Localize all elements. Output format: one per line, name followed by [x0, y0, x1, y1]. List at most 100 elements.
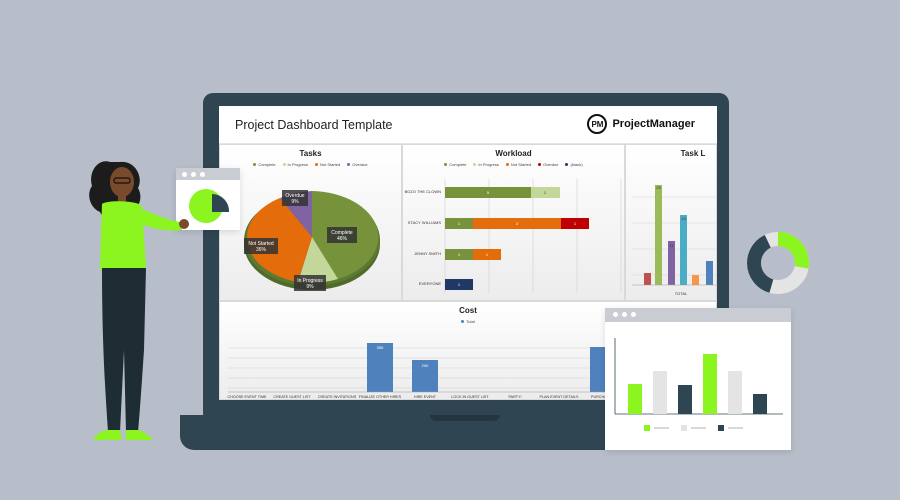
- legend-item: Complete: [253, 162, 276, 167]
- legend-item: In Progress: [282, 162, 308, 167]
- task-length-title: Task L: [680, 149, 706, 158]
- legend-item: Overdue: [347, 162, 368, 167]
- tl-bar-red: [644, 273, 651, 285]
- bar-value: 1: [486, 252, 489, 257]
- legend-dot: [538, 163, 542, 166]
- legend-dot: [505, 163, 509, 166]
- cost-category: PARTY!: [509, 395, 522, 399]
- cost-category: CHOOSE EVENT TIME: [228, 395, 268, 399]
- pie-label-complete-value: 46%: [337, 236, 348, 242]
- legend-label: (blank): [570, 162, 583, 167]
- legend-dot: [473, 163, 477, 166]
- legend-label: Complete: [258, 162, 276, 167]
- legend-dot: [315, 163, 318, 166]
- tasks-legend: Complete In Progress Not Started Overdue: [220, 162, 401, 167]
- pie-label-overdue: Overdue 9%: [282, 190, 308, 206]
- bar-value: 1: [458, 252, 461, 257]
- bar-value: 3: [516, 221, 519, 226]
- bar-stacy-overdue: [561, 218, 589, 229]
- bar-jenny-complete: [445, 249, 473, 260]
- cost-legend: Total: [220, 319, 716, 324]
- cost-category: LOCK IN GUEST LIST: [451, 395, 489, 399]
- workload-bar-chart: BOZO THE CLOWN STACY WILLIAMS JENNY SMIT…: [405, 179, 622, 293]
- pie-slice-not-started: [246, 198, 312, 282]
- workload-title: Workload: [495, 149, 532, 158]
- task-length-panel: Task L 25 13 11 TOTAL: [625, 144, 717, 301]
- cost-bar-value: 350: [377, 345, 384, 350]
- pie-label-not-started-value: 36%: [256, 247, 267, 253]
- card-title-bar: [176, 168, 240, 180]
- bar-stacy-not-started: [473, 218, 561, 229]
- person-illustration: [89, 161, 189, 440]
- bar-bozo-in-progress: [531, 187, 560, 198]
- pie-label-in-progress-name: In Progress: [297, 278, 323, 284]
- cost-bar-value: 200: [422, 363, 429, 368]
- floating-pie-card: [176, 168, 240, 230]
- legend-item: Not Started: [315, 162, 340, 167]
- brand-logo-icon: PM: [587, 114, 608, 134]
- tasks-panel: Tasks Complete In Progress Not Started O…: [219, 144, 402, 301]
- bar-value: 1: [574, 221, 577, 226]
- legend-dot: [253, 163, 257, 166]
- bar-stacy-complete: [445, 218, 473, 229]
- pie-label-complete: Complete 46%: [327, 227, 357, 243]
- legend-label: Complete: [449, 162, 467, 167]
- cost-category: CREATE INVITATIONS: [318, 395, 357, 399]
- tl-axis-label: TOTAL: [675, 291, 688, 296]
- workload-label-jenny: JENNY SMITH: [414, 251, 441, 256]
- legend-label: Not Started: [320, 162, 341, 167]
- cost-category: FINALIZE OTHER HIRES: [359, 395, 402, 399]
- legend-item: Not Started: [505, 162, 531, 167]
- legend-label: Overdue: [352, 162, 368, 167]
- bar-value: 1: [544, 190, 547, 195]
- workload-label-stacy: STACY WILLIAMS: [408, 220, 442, 225]
- legend-item: (blank): [565, 162, 583, 167]
- cost-category: PURCHASE S: [591, 395, 616, 399]
- brand-name: ProjectManager: [612, 118, 695, 130]
- legend-dot: [444, 163, 448, 166]
- floating-donut-chart-icon: [747, 232, 809, 294]
- pie-label-in-progress: In Progress 9%: [294, 275, 326, 291]
- brand[interactable]: PM ProjectManager: [587, 114, 695, 134]
- bar-everyone-blank: [445, 279, 473, 290]
- tl-bar-cyan: [680, 215, 687, 285]
- cost-title: Cost: [459, 306, 477, 315]
- pie-label-not-started: Not Started 36%: [244, 238, 278, 254]
- laptop-notch: [430, 415, 500, 421]
- legend-item: In Progress: [473, 162, 499, 167]
- tl-bar-olive: [655, 185, 662, 285]
- cost-category: HIRE EVENT: [414, 395, 437, 399]
- app-header: Project Dashboard Template PM ProjectMan…: [219, 106, 717, 144]
- legend-dot: [461, 320, 465, 323]
- legend-label: Total: [466, 319, 475, 324]
- bar-value: 1: [458, 221, 461, 226]
- tl-bar-orange: [692, 275, 699, 285]
- window-dots-icon: [182, 172, 205, 177]
- bar-value: 5: [487, 190, 490, 195]
- cost-category: PLAN EVENT DETAILS: [539, 395, 579, 399]
- pie-label-not-started-name: Not Started: [248, 241, 274, 247]
- tasks-title: Tasks: [299, 149, 322, 158]
- pie-label-complete-name: Complete: [331, 230, 353, 236]
- legend-label: In Progress: [287, 162, 308, 167]
- page-title: Project Dashboard Template: [235, 118, 393, 132]
- card-title-bar: [605, 308, 791, 322]
- floating-bar-chart-card: [605, 308, 791, 450]
- pie-slice-in-progress: [298, 237, 338, 283]
- tl-value: 13: [681, 216, 686, 221]
- cost-bar-hire: [412, 360, 438, 392]
- legend-label: In Progress: [478, 162, 499, 167]
- tl-bar-purple: [668, 241, 675, 285]
- window-dots-icon: [613, 312, 636, 317]
- task-length-chart: 25 13 11 TOTAL: [632, 185, 716, 296]
- tl-value: 25: [656, 185, 661, 190]
- bar-bozo-complete: [445, 187, 531, 198]
- pie-label-overdue-name: Overdue: [285, 193, 304, 199]
- workload-legend: Complete In Progress Not Started Overdue…: [403, 162, 624, 167]
- legend-dot: [282, 163, 286, 166]
- legend-dot: [565, 163, 569, 166]
- pie-label-in-progress-value: 9%: [306, 284, 314, 290]
- legend-item: Total: [461, 319, 475, 324]
- cost-bar-finalize: [367, 343, 393, 392]
- legend-label: Overdue: [543, 162, 559, 167]
